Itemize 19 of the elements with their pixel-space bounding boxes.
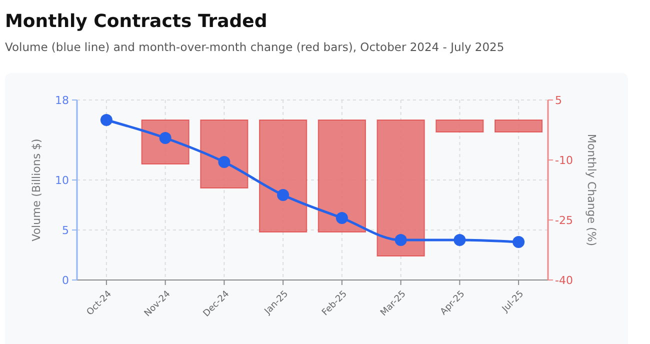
y2-axis-title: Monthly Change (%): [585, 134, 598, 246]
y-tick-label: 18: [55, 94, 69, 107]
point: [277, 189, 290, 201]
y-axis-title: Volume (Billions $): [30, 138, 43, 242]
y-tick-label: 0: [62, 274, 69, 287]
point: [454, 234, 466, 246]
point: [100, 114, 112, 126]
y-tick-label: 5: [62, 224, 69, 237]
chart-title: Monthly Contracts Traded: [5, 11, 268, 32]
point: [512, 236, 525, 248]
point: [218, 156, 230, 168]
chart-subtitle: Volume (blue line) and month-over-month change (red bars), October 2024 - July 2025: [5, 40, 504, 54]
point: [336, 212, 348, 224]
point: [394, 234, 407, 246]
y2-tick-label: -25: [555, 214, 573, 227]
y2-tick-label: -40: [555, 274, 573, 287]
y2-tick-label: -10: [555, 154, 573, 167]
y2-tick-label: 5: [555, 94, 562, 107]
y-tick-label: 10: [55, 174, 69, 187]
